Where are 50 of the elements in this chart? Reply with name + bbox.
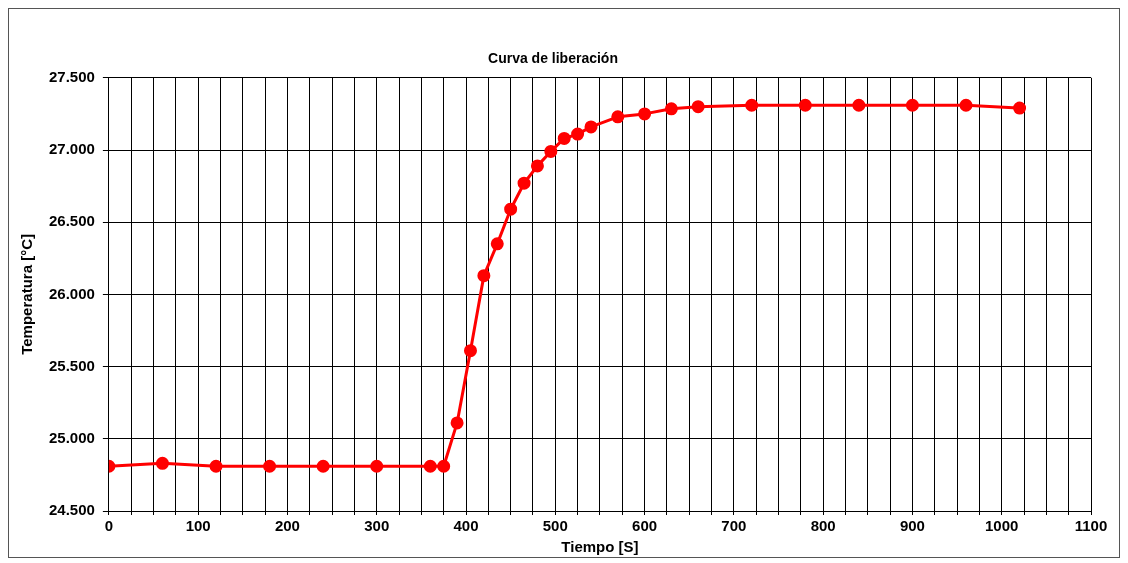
point [905, 98, 919, 112]
point [316, 459, 330, 473]
x-tick-label: 800 [810, 517, 836, 535]
x-tick-label: 400 [453, 517, 479, 535]
point [745, 98, 759, 112]
y-tick-label: 25.000 [48, 428, 95, 446]
y-tick-label: 25.500 [48, 356, 95, 374]
point [155, 456, 169, 470]
point [571, 127, 585, 141]
point [423, 459, 437, 473]
point [530, 159, 544, 173]
point [638, 107, 652, 121]
y-tick-label: 27.000 [48, 140, 95, 158]
point [263, 459, 277, 473]
point [959, 98, 973, 112]
point [490, 237, 504, 251]
point [504, 202, 518, 216]
y-tick-label: 26.500 [48, 212, 95, 230]
x-tick-label: 200 [274, 517, 300, 535]
point [664, 102, 678, 116]
point [370, 459, 384, 473]
point [517, 176, 531, 190]
point [584, 120, 598, 134]
x-tick-label: 700 [721, 517, 747, 535]
x-tick-label: 100 [185, 517, 211, 535]
x-tick-label: 300 [364, 517, 390, 535]
point [798, 98, 812, 112]
point [544, 144, 558, 158]
point [1013, 101, 1027, 115]
point [611, 110, 625, 124]
point [209, 459, 223, 473]
point [463, 344, 477, 358]
x-tick-label: 600 [632, 517, 658, 535]
x-axis-title: Tiempo [S] [561, 538, 639, 556]
point [450, 416, 464, 430]
chart-title: Curva de liberación [488, 50, 618, 67]
y-tick-label: 24.500 [48, 501, 95, 519]
point [437, 459, 451, 473]
y-axis-title: Temperatura [°C] [18, 234, 36, 355]
x-tick-label: 0 [104, 517, 114, 535]
point [852, 98, 866, 112]
point [557, 131, 571, 145]
x-tick-label: 1000 [985, 517, 1019, 535]
x-tick-label: 500 [542, 517, 568, 535]
x-tick-label: 1100 [1074, 517, 1108, 535]
y-tick-label: 26.000 [48, 284, 95, 302]
point [477, 269, 491, 283]
y-tick-label: 27.500 [48, 67, 95, 85]
x-tick-label: 900 [899, 517, 925, 535]
point [691, 100, 705, 114]
